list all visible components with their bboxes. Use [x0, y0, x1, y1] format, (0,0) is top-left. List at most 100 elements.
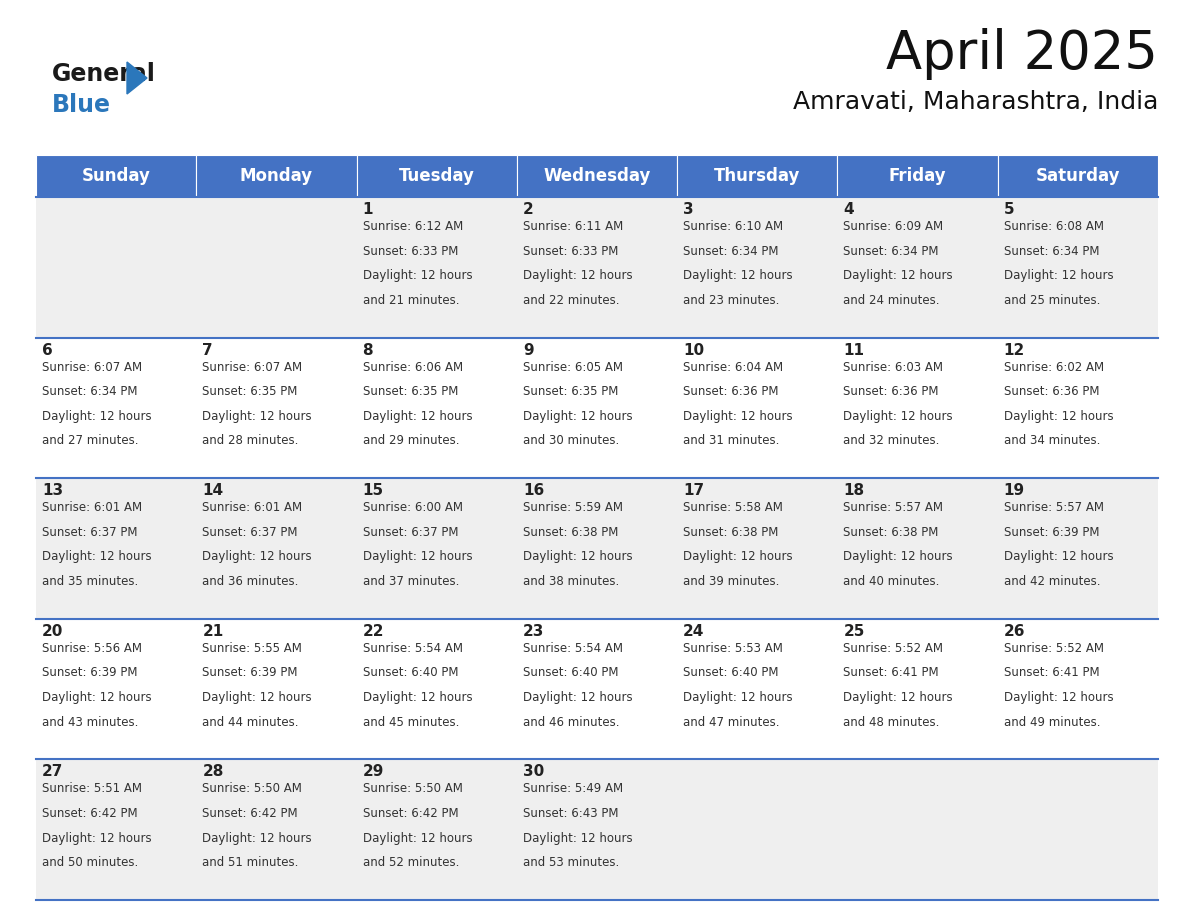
Text: Sunrise: 6:02 AM: Sunrise: 6:02 AM — [1004, 361, 1104, 374]
Text: 20: 20 — [42, 624, 63, 639]
Bar — [838, 155, 998, 197]
Text: Blue: Blue — [52, 93, 110, 117]
Text: Sunrise: 5:56 AM: Sunrise: 5:56 AM — [42, 642, 143, 655]
Text: 8: 8 — [362, 342, 373, 358]
Text: and 42 minutes.: and 42 minutes. — [1004, 575, 1100, 588]
Text: and 32 minutes.: and 32 minutes. — [843, 434, 940, 447]
Text: Sunrise: 6:08 AM: Sunrise: 6:08 AM — [1004, 220, 1104, 233]
Text: Sunset: 6:37 PM: Sunset: 6:37 PM — [362, 526, 459, 539]
Bar — [36, 759, 1158, 900]
Text: Daylight: 12 hours: Daylight: 12 hours — [1004, 551, 1113, 564]
Text: and 30 minutes.: and 30 minutes. — [523, 434, 619, 447]
Text: 16: 16 — [523, 483, 544, 498]
Bar — [998, 155, 1158, 197]
Text: Daylight: 12 hours: Daylight: 12 hours — [42, 832, 152, 845]
Text: 28: 28 — [202, 765, 223, 779]
Text: Daylight: 12 hours: Daylight: 12 hours — [523, 269, 632, 282]
Text: Sunrise: 5:57 AM: Sunrise: 5:57 AM — [1004, 501, 1104, 514]
Bar — [36, 619, 1158, 759]
Text: Daylight: 12 hours: Daylight: 12 hours — [202, 832, 312, 845]
Text: 13: 13 — [42, 483, 63, 498]
Text: Sunset: 6:38 PM: Sunset: 6:38 PM — [683, 526, 778, 539]
Bar — [36, 155, 196, 197]
Text: Sunset: 6:34 PM: Sunset: 6:34 PM — [1004, 244, 1099, 258]
Text: Sunrise: 6:03 AM: Sunrise: 6:03 AM — [843, 361, 943, 374]
Text: 3: 3 — [683, 202, 694, 217]
Text: April 2025: April 2025 — [886, 28, 1158, 80]
Text: Sunrise: 5:59 AM: Sunrise: 5:59 AM — [523, 501, 623, 514]
Text: Daylight: 12 hours: Daylight: 12 hours — [1004, 409, 1113, 423]
Text: Sunrise: 6:04 AM: Sunrise: 6:04 AM — [683, 361, 783, 374]
Text: Sunrise: 5:54 AM: Sunrise: 5:54 AM — [362, 642, 462, 655]
Text: 2: 2 — [523, 202, 533, 217]
Text: Saturday: Saturday — [1036, 167, 1120, 185]
Text: Sunset: 6:41 PM: Sunset: 6:41 PM — [1004, 666, 1099, 679]
Text: Sunrise: 5:51 AM: Sunrise: 5:51 AM — [42, 782, 143, 795]
Text: 27: 27 — [42, 765, 63, 779]
Text: 5: 5 — [1004, 202, 1015, 217]
Text: 6: 6 — [42, 342, 52, 358]
Text: Daylight: 12 hours: Daylight: 12 hours — [1004, 269, 1113, 282]
Text: Sunrise: 5:57 AM: Sunrise: 5:57 AM — [843, 501, 943, 514]
Text: Sunset: 6:42 PM: Sunset: 6:42 PM — [42, 807, 138, 820]
Text: 15: 15 — [362, 483, 384, 498]
Bar — [517, 155, 677, 197]
Text: and 29 minutes.: and 29 minutes. — [362, 434, 459, 447]
Text: Sunset: 6:34 PM: Sunset: 6:34 PM — [683, 244, 778, 258]
Text: Daylight: 12 hours: Daylight: 12 hours — [202, 691, 312, 704]
Text: Sunset: 6:39 PM: Sunset: 6:39 PM — [42, 666, 138, 679]
Text: 22: 22 — [362, 624, 384, 639]
Text: Daylight: 12 hours: Daylight: 12 hours — [523, 691, 632, 704]
Text: and 46 minutes.: and 46 minutes. — [523, 716, 619, 729]
Text: and 35 minutes.: and 35 minutes. — [42, 575, 138, 588]
Text: Sunrise: 5:52 AM: Sunrise: 5:52 AM — [1004, 642, 1104, 655]
Text: Sunrise: 6:01 AM: Sunrise: 6:01 AM — [42, 501, 143, 514]
Bar — [196, 155, 356, 197]
Text: Daylight: 12 hours: Daylight: 12 hours — [202, 551, 312, 564]
Text: Sunrise: 6:01 AM: Sunrise: 6:01 AM — [202, 501, 303, 514]
Text: 21: 21 — [202, 624, 223, 639]
Bar — [36, 478, 1158, 619]
Text: Sunset: 6:33 PM: Sunset: 6:33 PM — [523, 244, 618, 258]
Text: General: General — [52, 62, 156, 86]
Text: and 25 minutes.: and 25 minutes. — [1004, 294, 1100, 307]
Text: Sunset: 6:34 PM: Sunset: 6:34 PM — [42, 386, 138, 398]
Text: Sunset: 6:35 PM: Sunset: 6:35 PM — [362, 386, 457, 398]
Text: and 38 minutes.: and 38 minutes. — [523, 575, 619, 588]
Text: and 48 minutes.: and 48 minutes. — [843, 716, 940, 729]
Text: and 52 minutes.: and 52 minutes. — [362, 856, 459, 869]
Text: 29: 29 — [362, 765, 384, 779]
Bar — [356, 155, 517, 197]
Text: Sunrise: 5:53 AM: Sunrise: 5:53 AM — [683, 642, 783, 655]
Text: Daylight: 12 hours: Daylight: 12 hours — [362, 551, 472, 564]
Text: Daylight: 12 hours: Daylight: 12 hours — [683, 409, 792, 423]
Text: and 27 minutes.: and 27 minutes. — [42, 434, 139, 447]
Text: 7: 7 — [202, 342, 213, 358]
Text: and 47 minutes.: and 47 minutes. — [683, 716, 779, 729]
Text: Sunset: 6:40 PM: Sunset: 6:40 PM — [523, 666, 619, 679]
Text: Sunrise: 5:58 AM: Sunrise: 5:58 AM — [683, 501, 783, 514]
Text: 1: 1 — [362, 202, 373, 217]
Text: Sunset: 6:36 PM: Sunset: 6:36 PM — [683, 386, 778, 398]
Text: Sunrise: 6:12 AM: Sunrise: 6:12 AM — [362, 220, 463, 233]
Text: Daylight: 12 hours: Daylight: 12 hours — [42, 551, 152, 564]
Text: and 34 minutes.: and 34 minutes. — [1004, 434, 1100, 447]
Text: Amravati, Maharashtra, India: Amravati, Maharashtra, India — [792, 90, 1158, 114]
Text: 18: 18 — [843, 483, 865, 498]
Text: Daylight: 12 hours: Daylight: 12 hours — [42, 409, 152, 423]
Text: and 37 minutes.: and 37 minutes. — [362, 575, 459, 588]
Text: Daylight: 12 hours: Daylight: 12 hours — [843, 269, 953, 282]
Text: and 49 minutes.: and 49 minutes. — [1004, 716, 1100, 729]
Text: Sunset: 6:33 PM: Sunset: 6:33 PM — [362, 244, 457, 258]
Text: Daylight: 12 hours: Daylight: 12 hours — [202, 409, 312, 423]
Text: and 39 minutes.: and 39 minutes. — [683, 575, 779, 588]
Bar — [677, 155, 838, 197]
Text: Sunset: 6:40 PM: Sunset: 6:40 PM — [683, 666, 778, 679]
Text: and 44 minutes.: and 44 minutes. — [202, 716, 299, 729]
Text: Sunset: 6:39 PM: Sunset: 6:39 PM — [202, 666, 298, 679]
Text: Sunrise: 6:10 AM: Sunrise: 6:10 AM — [683, 220, 783, 233]
Text: and 36 minutes.: and 36 minutes. — [202, 575, 298, 588]
Text: 4: 4 — [843, 202, 854, 217]
Text: Daylight: 12 hours: Daylight: 12 hours — [362, 691, 472, 704]
Text: and 23 minutes.: and 23 minutes. — [683, 294, 779, 307]
